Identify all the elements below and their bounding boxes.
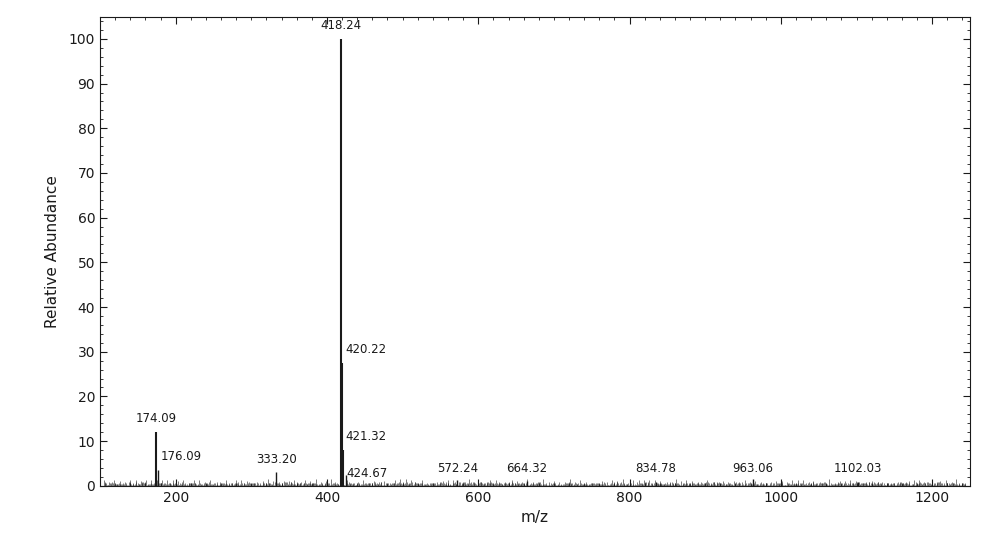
X-axis label: m/z: m/z <box>521 510 549 525</box>
Text: 664.32: 664.32 <box>506 461 547 475</box>
Text: 834.78: 834.78 <box>635 461 676 475</box>
Text: 1102.03: 1102.03 <box>834 461 882 475</box>
Text: 333.20: 333.20 <box>256 453 297 466</box>
Text: 176.09: 176.09 <box>161 450 202 464</box>
Text: 963.06: 963.06 <box>732 461 773 475</box>
Text: 421.32: 421.32 <box>346 431 387 443</box>
Text: 572.24: 572.24 <box>437 461 478 475</box>
Text: 420.22: 420.22 <box>345 343 386 356</box>
Text: 418.24: 418.24 <box>320 19 361 32</box>
Text: 174.09: 174.09 <box>135 412 177 426</box>
Y-axis label: Relative Abundance: Relative Abundance <box>45 175 60 327</box>
Text: 424.67: 424.67 <box>347 468 388 480</box>
